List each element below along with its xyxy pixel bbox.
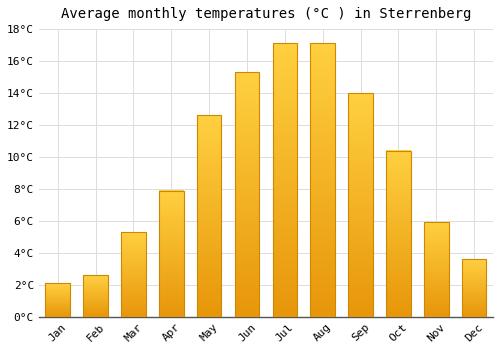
Bar — [386, 150, 410, 317]
Bar — [197, 116, 222, 317]
Bar — [84, 275, 108, 317]
Title: Average monthly temperatures (°C ) in Sterrenberg: Average monthly temperatures (°C ) in St… — [60, 7, 471, 21]
Bar — [348, 93, 373, 317]
Bar — [46, 283, 70, 317]
Bar — [310, 43, 335, 317]
Bar — [121, 232, 146, 317]
Bar — [272, 43, 297, 317]
Bar — [159, 190, 184, 317]
Bar — [424, 223, 448, 317]
Bar — [234, 72, 260, 317]
Bar — [462, 259, 486, 317]
